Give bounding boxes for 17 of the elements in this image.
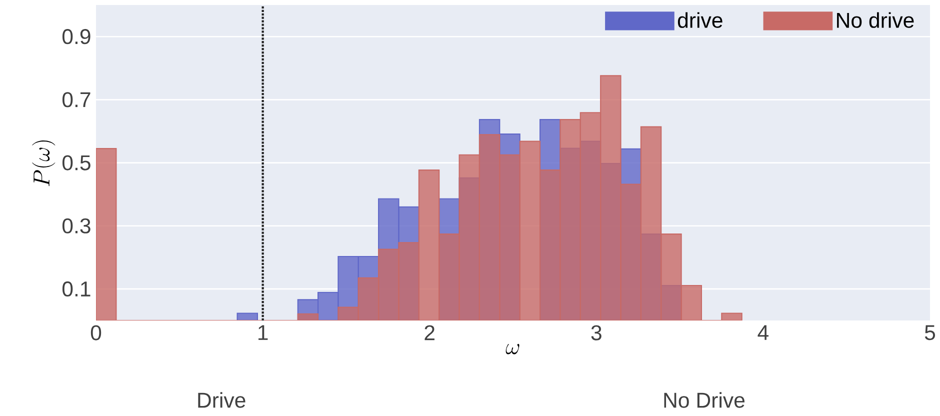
x-axis-title: $\omega$ — [506, 344, 520, 354]
y-tick-label: 0.1 — [62, 281, 90, 297]
text: No Drive — [664, 392, 745, 408]
x-tick-label: 2 — [424, 325, 434, 340]
x-tick-label: 1 — [258, 325, 268, 340]
x-tick-label: 0 — [90, 325, 102, 340]
y-tick-label: 0.3 — [62, 218, 90, 234]
x-tick-label: 5 — [924, 325, 936, 340]
x-tick-label: 3 — [591, 325, 602, 340]
y-tick-label: 0.7 — [62, 92, 90, 108]
y-axis-title: $P(\omega)$ — [32, 140, 56, 186]
x-tick-label: 4 — [758, 325, 768, 340]
text: Drive — [198, 392, 246, 408]
y-tick-label: 0.9 — [62, 29, 90, 44]
legend-label: No drive — [837, 12, 914, 28]
legend-label: drive — [678, 12, 722, 28]
y-tick-label: 0.5 — [62, 155, 90, 170]
